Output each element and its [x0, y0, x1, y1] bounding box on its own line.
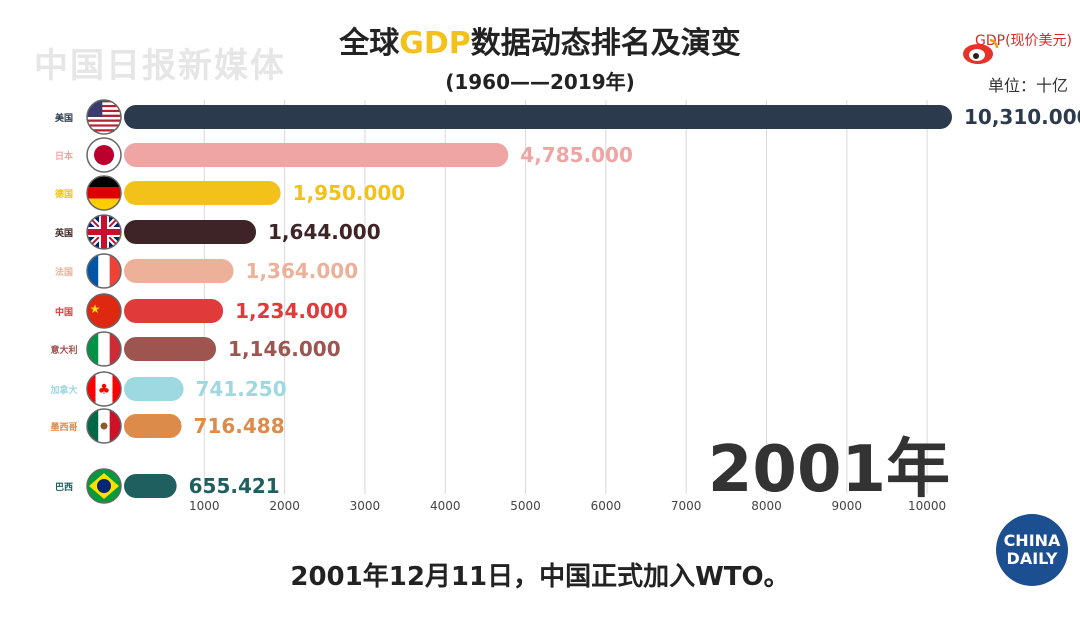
value-label: 1,644.000: [268, 220, 381, 244]
category-label: 意大利: [50, 344, 77, 356]
bar-6: [124, 299, 224, 323]
x-tick-label: 6000: [591, 499, 622, 513]
x-tick-label: 8000: [751, 499, 782, 513]
italy-flag-icon: [86, 331, 122, 367]
value-label: 741.250: [196, 377, 287, 401]
category-label: 英国: [54, 227, 73, 239]
uk-flag-icon: [86, 214, 122, 250]
svg-text:★: ★: [90, 302, 101, 316]
value-label: 10,310.000: [964, 105, 1080, 129]
bar-5: [124, 259, 234, 283]
x-tick-label: 9000: [832, 499, 863, 513]
bar-4: [124, 220, 257, 244]
category-label: 法国: [55, 266, 73, 278]
value-label: 1,234.000: [235, 299, 348, 323]
category-label: 日本: [55, 150, 74, 162]
category-label: 美国: [55, 112, 73, 124]
chart-subtitle: (1960——2019年): [445, 70, 635, 94]
category-label: 中国: [55, 306, 73, 318]
watermark-text: 中国日报新媒体: [34, 46, 286, 86]
weibo-icon: [963, 38, 999, 64]
france-flag-icon: [86, 253, 122, 289]
weibo-badge: GDP(现价美元): [975, 30, 1072, 50]
x-tick-label: 7000: [671, 499, 702, 513]
chart-title: 全球GDP数据动态排名及演变: [0, 18, 1080, 62]
event-caption: 2001年12月11日，中国正式加入WTO。: [290, 562, 790, 592]
bar-9: [124, 414, 182, 438]
bar-2: [124, 143, 509, 167]
x-tick-label: 1000: [189, 499, 220, 513]
svg-text:♣: ♣: [98, 382, 111, 398]
canada-flag-icon: ♣: [86, 371, 122, 407]
x-tick-label: 2000: [269, 499, 300, 513]
value-label: 1,364.000: [246, 259, 359, 283]
title-highlight: GDP: [399, 26, 471, 61]
x-tick-label: 5000: [510, 499, 541, 513]
category-label: 墨西哥: [50, 422, 77, 433]
china-daily-logo: CHINA DAILY: [996, 514, 1068, 586]
category-label: 巴西: [55, 482, 73, 493]
x-tick-label: 10000: [908, 499, 946, 513]
x-tick-label: 3000: [350, 499, 381, 513]
value-label: 1,146.000: [228, 337, 341, 361]
us-flag-icon: [86, 99, 122, 135]
bar-7: [124, 337, 217, 361]
category-label: 德国: [55, 188, 73, 200]
x-tick-label: 4000: [430, 499, 461, 513]
category-label: 加拿大: [49, 384, 77, 396]
value-label: 655.421: [189, 474, 280, 498]
bar-1: [124, 105, 952, 129]
japan-flag-icon: [86, 137, 122, 173]
germany-flag-icon: [86, 175, 122, 211]
year-label: 2001年: [707, 433, 950, 507]
value-label: 1,950.000: [293, 181, 406, 205]
value-label: 716.488: [194, 414, 285, 438]
mexico-flag-icon: [86, 408, 122, 444]
title-prefix: 全球: [339, 26, 400, 61]
unit-label: 单位：十亿: [987, 76, 1068, 95]
logo-line2: DAILY: [1006, 549, 1058, 568]
title-suffix: 数据动态排名及演变: [470, 26, 741, 61]
bar-3: [124, 181, 281, 205]
logo-line1: CHINA: [1003, 531, 1061, 550]
brazil-flag-icon: [86, 468, 122, 504]
china-flag-icon: ★: [86, 293, 122, 329]
bar-8: [124, 377, 184, 401]
weibo-label: GDP(现价美元): [975, 33, 1072, 49]
bar-10: [124, 474, 177, 498]
value-label: 4,785.000: [520, 143, 633, 167]
